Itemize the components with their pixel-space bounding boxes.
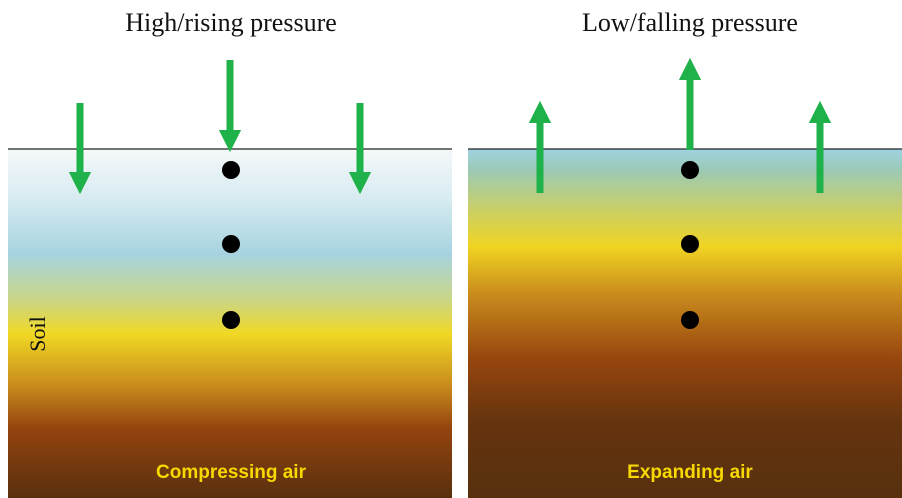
panel-title: Low/falling pressure (582, 8, 798, 37)
panel-caption: Compressing air (156, 462, 307, 483)
arrows (68, 57, 832, 195)
dots (222, 161, 699, 329)
panel-title: High/rising pressure (125, 8, 337, 37)
soil-label: Soil (25, 316, 50, 351)
panel-caption: Expanding air (627, 462, 753, 483)
